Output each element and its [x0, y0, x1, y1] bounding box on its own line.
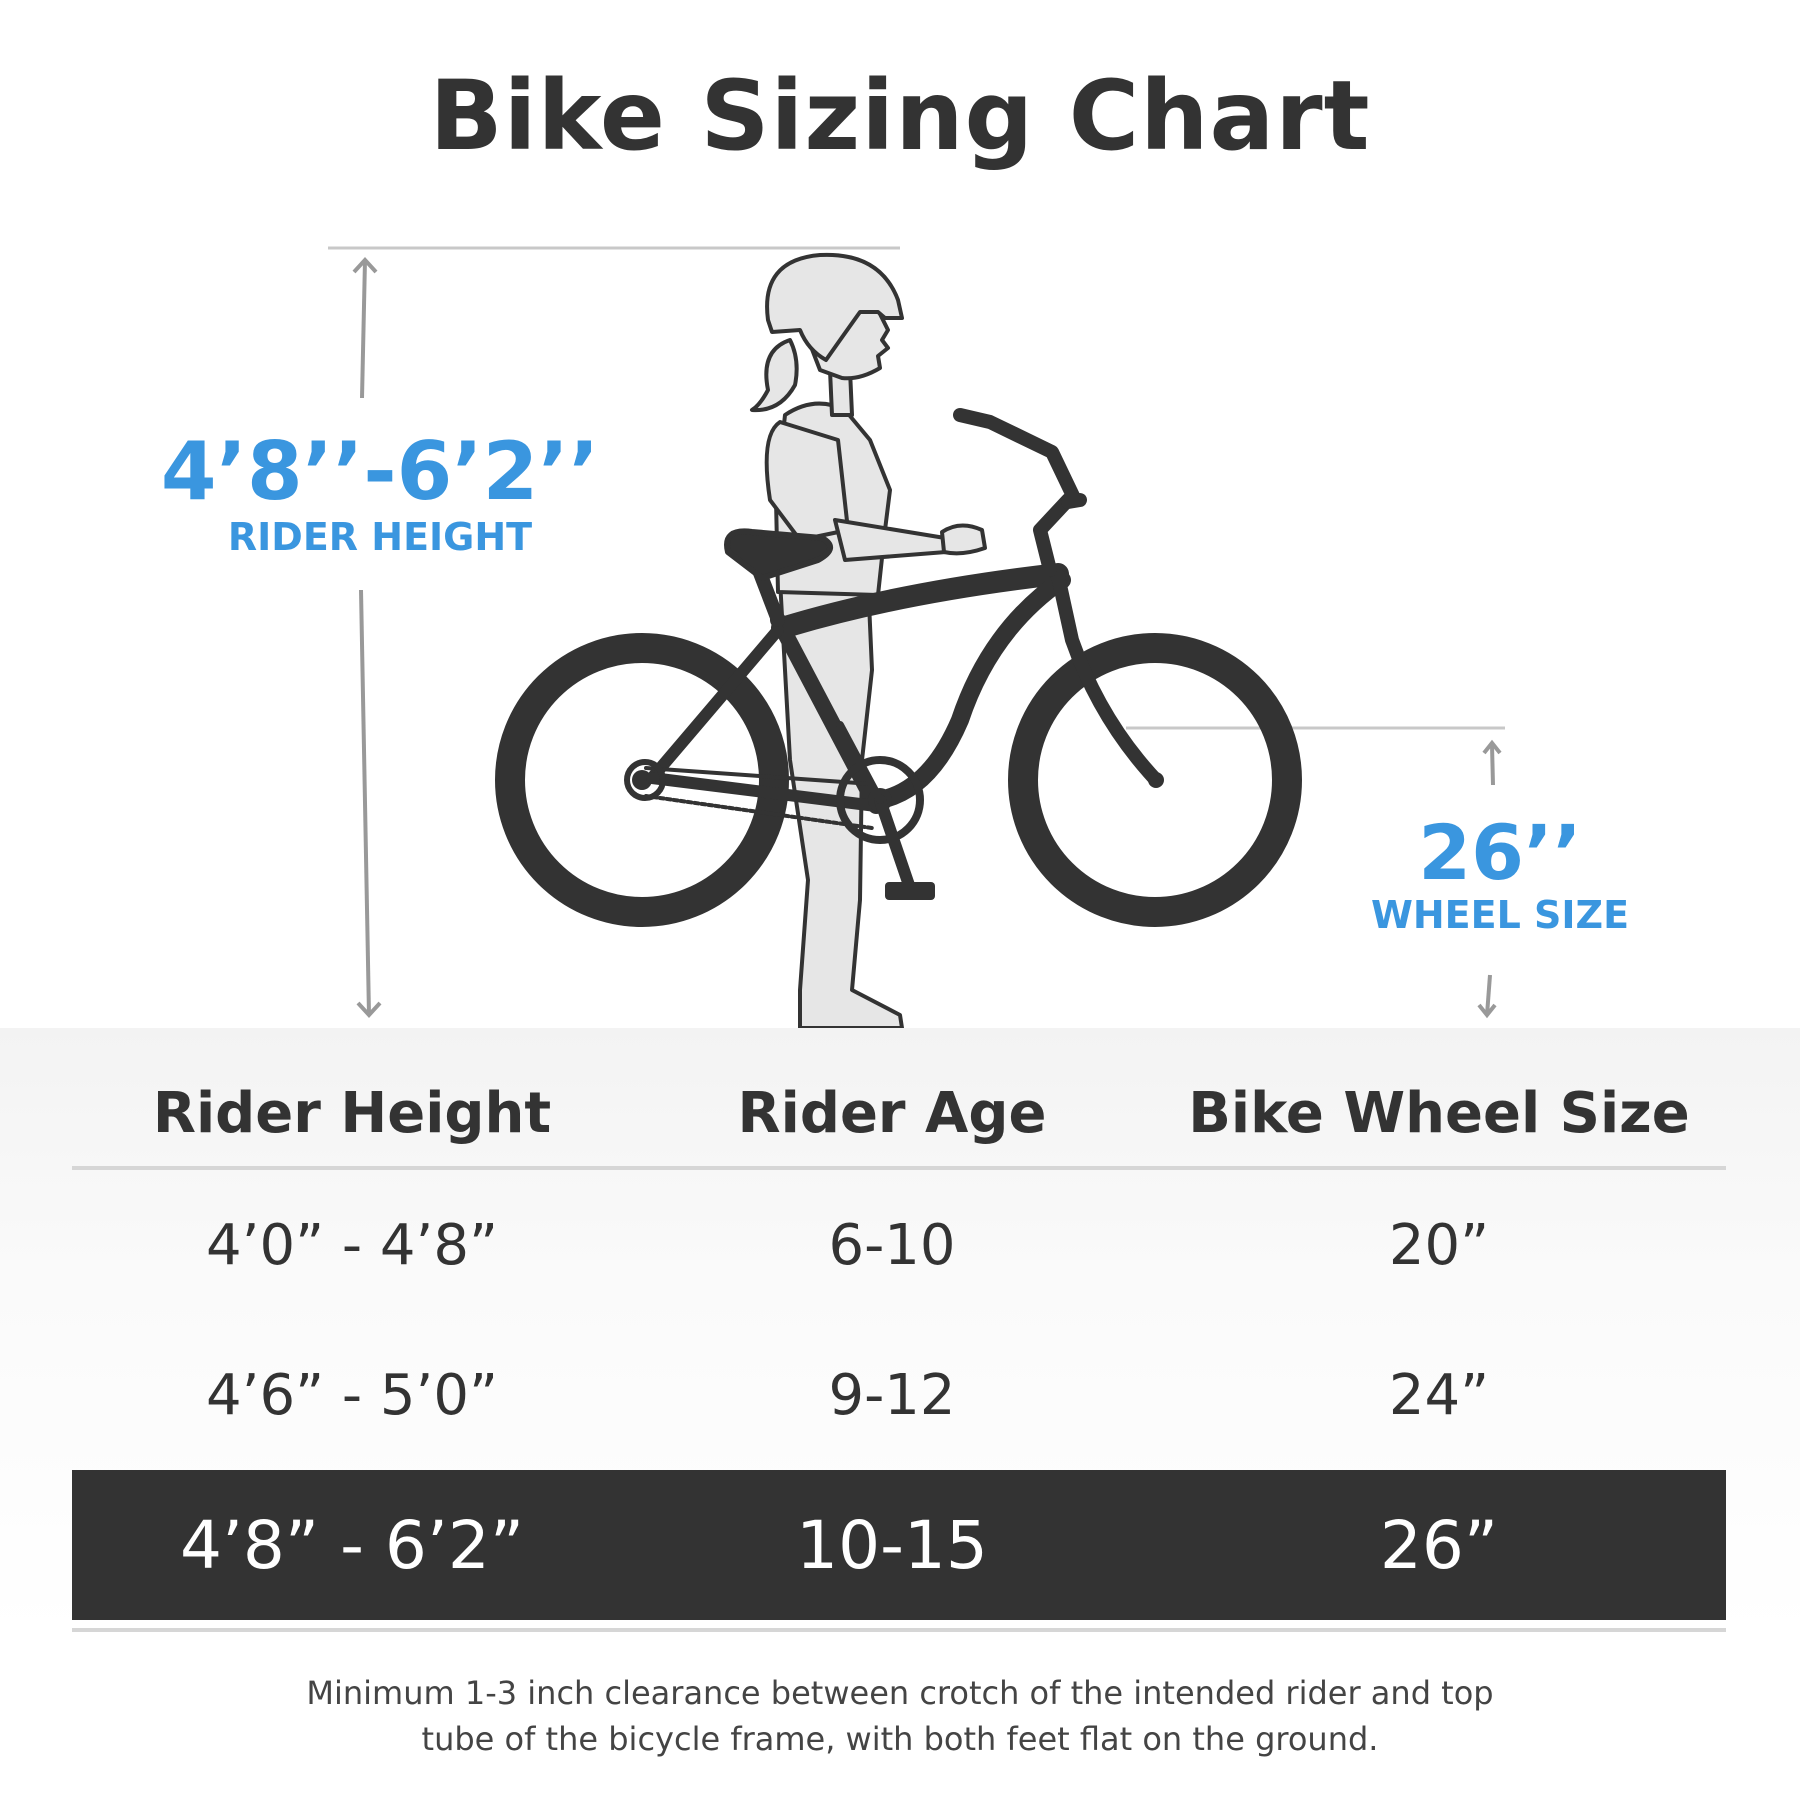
cell-rider-height: 4’6” - 5’0”	[206, 1362, 498, 1428]
arrow-up-icon	[1482, 739, 1502, 755]
header-wheel-size: Bike Wheel Size	[1188, 1080, 1690, 1146]
wheel-size-caption: WHEEL SIZE	[1370, 893, 1630, 937]
cell-rider-height: 4’0” - 4’8”	[206, 1212, 498, 1278]
cell-wheel-size: 24”	[1388, 1362, 1490, 1428]
arrow-down-icon	[1477, 1003, 1497, 1019]
clearance-footnote: Minimum 1-3 inch clearance between crotc…	[150, 1670, 1650, 1762]
cell-wheel-size: 26”	[1379, 1506, 1499, 1584]
page-title: Bike Sizing Chart	[429, 60, 1371, 172]
rider-height-range: 4’8’’-6’2’’	[160, 425, 600, 518]
cell-rider-age: 10-15	[796, 1506, 988, 1584]
header-divider	[72, 1166, 1726, 1170]
header-rider-height: Rider Height	[152, 1080, 552, 1146]
sizing-table: Rider Height Rider Age Bike Wheel Size 4…	[72, 1060, 1726, 1632]
sizing-illustration	[328, 246, 1505, 1030]
table-row: 4’0” - 4’8” 6-10 20”	[72, 1170, 1726, 1320]
rider-height-caption: RIDER HEIGHT	[227, 515, 533, 559]
cell-rider-age: 6-10	[828, 1212, 956, 1278]
table-header-row: Rider Height Rider Age Bike Wheel Size	[72, 1060, 1726, 1166]
wheel-size-value: 26’’	[1418, 808, 1582, 897]
footnote-line-1: Minimum 1-3 inch clearance between crotc…	[306, 1674, 1494, 1712]
footnote-line-2: tube of the bicycle frame, with both fee…	[421, 1720, 1379, 1758]
arrow-down-icon	[356, 1001, 382, 1018]
header-rider-age: Rider Age	[737, 1080, 1047, 1146]
table-bottom-divider	[72, 1628, 1726, 1632]
cell-rider-height: 4’8” - 6’2”	[179, 1506, 525, 1584]
wheel-size-dimension	[1126, 726, 1505, 1019]
table-row: 4’6” - 5’0” 9-12 24”	[72, 1320, 1726, 1470]
table-row-highlighted: 4’8” - 6’2” 10-15 26”	[72, 1470, 1726, 1620]
bicycle-icon	[495, 408, 1302, 927]
cell-wheel-size: 20”	[1388, 1212, 1490, 1278]
cell-rider-age: 9-12	[828, 1362, 956, 1428]
arrow-up-icon	[352, 257, 378, 274]
rider-height-dimension	[328, 246, 900, 1018]
